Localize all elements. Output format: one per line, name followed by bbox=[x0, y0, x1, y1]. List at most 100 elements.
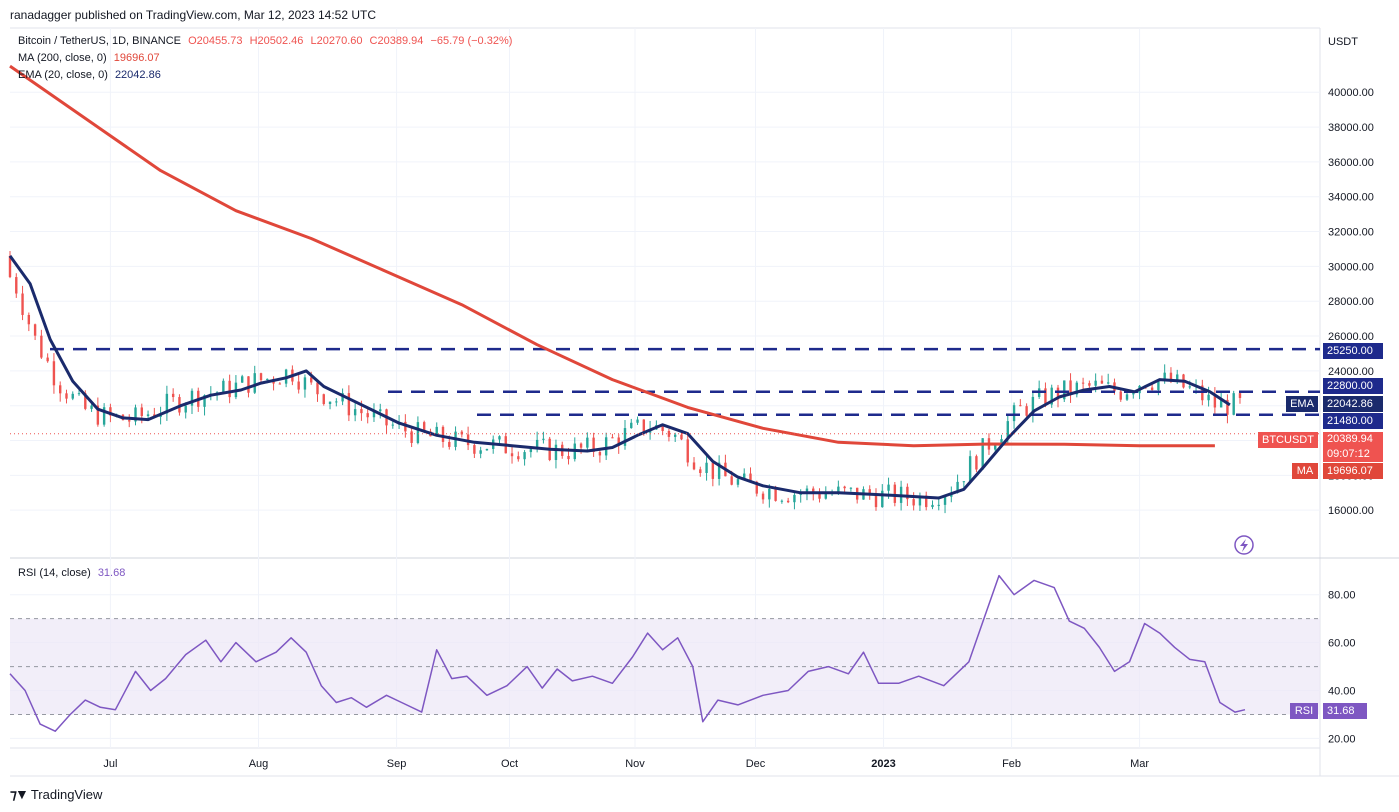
candle-body bbox=[849, 487, 853, 489]
price-ticks: 16000.0018000.0020000.0022000.0024000.00… bbox=[1328, 87, 1374, 745]
time-tick-label: Mar bbox=[1130, 758, 1149, 770]
candle-body bbox=[623, 428, 627, 446]
candle-body bbox=[912, 499, 915, 506]
candle-body bbox=[134, 407, 137, 422]
candle-body bbox=[71, 393, 74, 399]
candle-body bbox=[322, 394, 325, 405]
candle-body bbox=[780, 500, 784, 502]
candle-body bbox=[1056, 387, 1060, 400]
time-tick-label: Aug bbox=[249, 758, 269, 770]
candle-body bbox=[818, 493, 821, 499]
tradingview-logo[interactable]: ⁊▼ TradingView bbox=[10, 786, 102, 803]
candle-body bbox=[812, 488, 815, 494]
alert-lightning-icon[interactable] bbox=[1234, 535, 1254, 555]
candle-body bbox=[335, 401, 338, 403]
candle-body bbox=[975, 456, 978, 470]
candle-body bbox=[1119, 391, 1122, 400]
candle-body bbox=[1094, 380, 1097, 386]
time-tick-label: 2023 bbox=[871, 758, 895, 770]
ema-legend[interactable]: EMA (20, close, 0) 22042.86 bbox=[18, 69, 161, 81]
candle-body bbox=[372, 411, 376, 418]
candle-body bbox=[843, 486, 846, 489]
candle-body bbox=[8, 255, 12, 278]
candle-body bbox=[874, 495, 878, 508]
candle-body bbox=[1025, 406, 1028, 416]
candle-body bbox=[824, 493, 828, 499]
price-tick-label: 32000.00 bbox=[1328, 227, 1374, 239]
candle-body bbox=[366, 413, 369, 418]
candle-body bbox=[347, 393, 351, 416]
candle-body bbox=[46, 357, 49, 362]
candle-body bbox=[968, 456, 972, 482]
candle-body bbox=[692, 462, 696, 470]
rsi-tick-label: 80.00 bbox=[1328, 590, 1356, 602]
candle-body bbox=[1063, 380, 1066, 400]
candle-body bbox=[755, 481, 758, 494]
candle-body bbox=[303, 377, 307, 390]
ma-label: MA (200, close, 0) bbox=[18, 52, 107, 64]
symbol-legend[interactable]: Bitcoin / TetherUS, 1D, BINANCE O20455.7… bbox=[18, 35, 516, 47]
candle-body bbox=[604, 437, 608, 456]
candle-body bbox=[837, 486, 840, 494]
candle-body bbox=[33, 324, 37, 336]
time-tick-label: Sep bbox=[387, 758, 407, 770]
candle-body bbox=[253, 373, 256, 393]
price-tick-label: 28000.00 bbox=[1328, 296, 1374, 308]
candle-body bbox=[1226, 399, 1229, 415]
candle-body bbox=[184, 405, 187, 413]
candle-body bbox=[711, 462, 715, 479]
candle-body bbox=[473, 445, 476, 454]
rsi-tick-label: 40.00 bbox=[1328, 686, 1356, 698]
candle-body bbox=[1006, 421, 1009, 440]
price-tick-label: 26000.00 bbox=[1328, 331, 1374, 343]
ema-price-badge: 22042.86 bbox=[1323, 396, 1383, 412]
candle-body bbox=[1163, 372, 1166, 381]
candle-body bbox=[1075, 382, 1079, 395]
currency-label: USDT bbox=[1328, 36, 1358, 48]
candle-body bbox=[981, 438, 984, 470]
rsi-band bbox=[10, 618, 1320, 715]
candle-body bbox=[77, 393, 81, 395]
candle-body bbox=[673, 434, 677, 437]
candle-body bbox=[1188, 386, 1191, 388]
level-badge-25250: 25250.00 bbox=[1323, 343, 1383, 359]
time-ticks: Jul Aug Sep Oct Nov Dec 2023 Feb Mar bbox=[103, 758, 1149, 770]
candle-body bbox=[240, 376, 244, 383]
candle-body bbox=[642, 419, 646, 433]
candle-body bbox=[893, 484, 897, 503]
candle-body bbox=[422, 422, 426, 432]
candle-body bbox=[479, 450, 482, 454]
candle-body bbox=[228, 380, 231, 398]
candle-body bbox=[529, 449, 533, 453]
ma-legend[interactable]: MA (200, close, 0) 19696.07 bbox=[18, 52, 160, 64]
candle-body bbox=[52, 361, 56, 386]
candle-body bbox=[65, 393, 68, 399]
candle-body bbox=[1125, 394, 1129, 400]
candle-body bbox=[943, 496, 947, 505]
open-value: O20455.73 bbox=[188, 35, 243, 47]
candle-body bbox=[1106, 382, 1110, 384]
candle-body bbox=[730, 476, 733, 485]
low-value: L20270.60 bbox=[310, 35, 363, 47]
candle-body bbox=[40, 335, 43, 358]
candle-body bbox=[1176, 374, 1179, 382]
candle-body bbox=[1050, 387, 1053, 405]
rsi-label: RSI (14, close) bbox=[18, 567, 91, 579]
candle-body bbox=[416, 422, 420, 443]
candle-body bbox=[1044, 388, 1047, 405]
rsi-legend[interactable]: RSI (14, close) 31.68 bbox=[18, 567, 125, 579]
candle-body bbox=[190, 390, 194, 406]
candle-body bbox=[140, 407, 143, 416]
rsi-tick-label: 60.00 bbox=[1328, 638, 1356, 650]
ma-tag: MA bbox=[1292, 463, 1318, 479]
ma-price-badge: 19696.07 bbox=[1323, 463, 1383, 479]
candle-body bbox=[379, 409, 382, 412]
candle-body bbox=[592, 437, 595, 453]
candle-body bbox=[617, 437, 620, 446]
candle-body bbox=[1169, 372, 1173, 382]
candle-body bbox=[1012, 405, 1016, 422]
candle-body bbox=[266, 378, 269, 381]
candle-body bbox=[517, 456, 520, 460]
candle-body bbox=[1069, 380, 1072, 395]
